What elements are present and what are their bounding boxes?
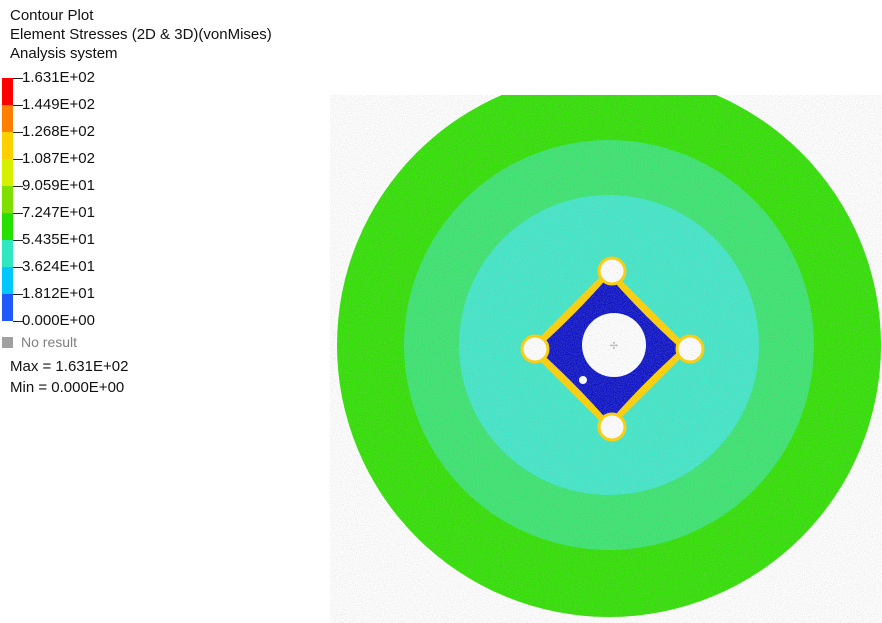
analysis-system: Analysis system: [10, 45, 118, 62]
scale-band-5: [2, 213, 13, 240]
scale-tick: [13, 321, 23, 322]
scale-label: 5.435E+01: [22, 231, 95, 248]
bolt-hole-bottom: [597, 412, 627, 442]
scale-tick: [13, 240, 23, 241]
scale-label: 0.000E+00: [22, 312, 95, 329]
no-result-swatch: [2, 337, 13, 348]
scale-tick: [13, 78, 23, 79]
scale-label: 1.812E+01: [22, 285, 95, 302]
no-result-label: No result: [21, 334, 78, 350]
bolt-hole-left: [520, 334, 550, 364]
scale-tick: [13, 132, 23, 133]
scale-label: 7.247E+01: [22, 204, 95, 221]
bolt-hole-top: [597, 256, 627, 286]
scale-tick: [13, 159, 23, 160]
max-min-summary: Max = 1.631E+02 Min = 0.000E+00: [10, 356, 128, 398]
bolt-hole-right: [675, 334, 705, 364]
result-type: Element Stresses (2D & 3D)(vonMises): [10, 26, 272, 43]
scale-band-4: [2, 186, 13, 213]
scale-tick: [13, 105, 23, 106]
origin-marker-icon: ✢: [610, 341, 618, 352]
scale-band-6: [2, 240, 13, 267]
scale-label: 1.087E+02: [22, 150, 95, 167]
scale-tick: [13, 186, 23, 187]
scale-label: 1.268E+02: [22, 123, 95, 140]
stress-contour-disc[interactable]: ✢: [330, 95, 882, 623]
max-value: Max = 1.631E+02: [10, 358, 129, 375]
scale-band-0: [2, 78, 13, 105]
min-value: Min = 0.000E+00: [10, 379, 125, 396]
scale-label: 9.059E+01: [22, 177, 95, 194]
scale-tick: [13, 213, 23, 214]
no-result-entry: No result: [2, 334, 77, 350]
scale-band-2: [2, 132, 13, 159]
color-scale: 1.631E+02 1.449E+02 1.268E+02 1.087E+02 …: [0, 68, 180, 329]
scale-tick: [13, 267, 23, 268]
scale-label: 1.449E+02: [22, 96, 95, 113]
scale-band-3: [2, 159, 13, 186]
scale-band-7: [2, 267, 13, 294]
plot-title: Contour Plot: [10, 7, 94, 24]
scale-tick: [13, 294, 23, 295]
scale-label: 1.631E+02: [22, 69, 95, 86]
scale-band-8: [2, 294, 13, 321]
scale-label: 3.624E+01: [22, 258, 95, 275]
small-hole: [579, 376, 587, 384]
contour-legend-header: Contour Plot Element Stresses (2D & 3D)(…: [10, 6, 340, 63]
scale-band-1: [2, 105, 13, 132]
